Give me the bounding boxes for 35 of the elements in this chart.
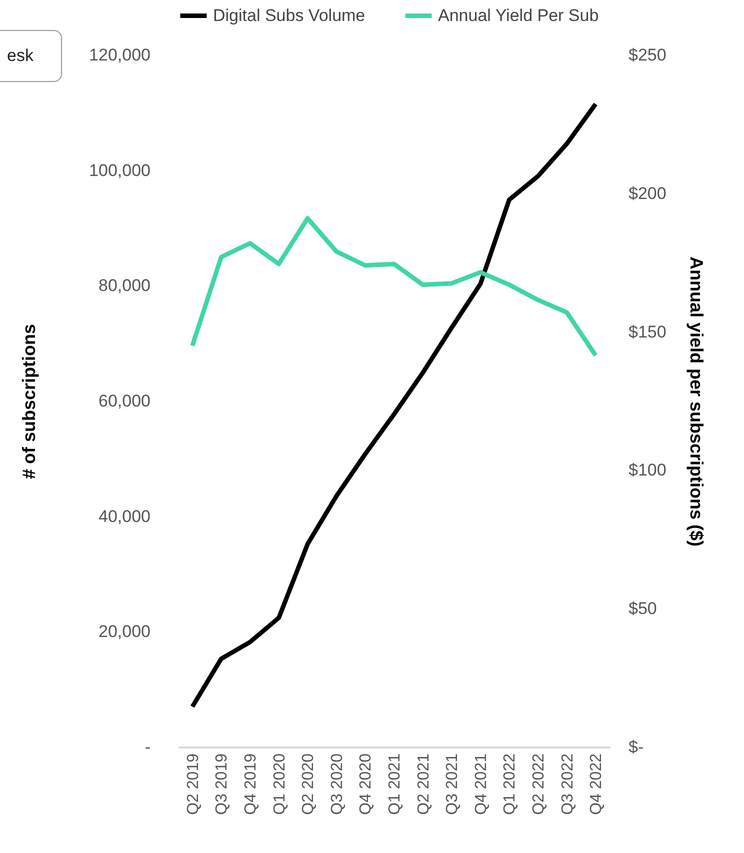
y2-axis-title: Annual yield per subscriptions ($): [686, 256, 706, 547]
x-tick-label: Q1 2020: [271, 753, 288, 815]
x-tick-label: Q3 2019: [214, 753, 231, 815]
x-tick-label: Q2 2022: [530, 753, 548, 815]
y2-tick-label: $50: [628, 599, 657, 618]
y2-tick-label: $-: [628, 738, 644, 756]
x-tick-label: Q2 2020: [300, 753, 318, 815]
x-tick-label: Q3 2022: [559, 753, 576, 815]
y2-tick-label: $100: [628, 460, 666, 480]
y-tick-label: 120,000: [89, 46, 150, 64]
x-tick-label: Q1 2021: [386, 753, 404, 815]
y2-tick-label: $150: [628, 322, 666, 342]
x-tick-label: Q2 2021: [415, 753, 432, 815]
y-tick-label: 80,000: [98, 276, 150, 296]
x-tick-label: Q4 2020: [358, 753, 375, 815]
x-tick-label: Q3 2020: [328, 753, 346, 815]
line-series: [190, 216, 598, 358]
y-tick-label: 100,000: [89, 160, 150, 180]
y-tick-label: 20,000: [98, 622, 150, 642]
y2-tick-label: $250: [628, 46, 666, 64]
x-tick-label: Q4 2022: [588, 753, 606, 815]
y-tick-label: 60,000: [98, 392, 150, 410]
x-tick-label: Q2 2019: [184, 753, 202, 815]
y-tick-label: -: [144, 738, 150, 756]
y-tick-label: 40,000: [98, 506, 150, 526]
legend-label: Digital Subs Volume: [213, 6, 366, 25]
x-tick-label: Q3 2021: [444, 753, 462, 815]
x-tick-label: Q4 2021: [472, 753, 490, 815]
x-tick-label: Q4 2019: [242, 753, 260, 815]
button: esk: [0, 30, 62, 82]
x-tick-label: Q1 2022: [502, 753, 519, 815]
y2-tick-label: $200: [628, 184, 666, 203]
line-series: [190, 102, 598, 709]
y-axis-title: # of subscriptions: [19, 324, 40, 480]
legend-label: Annual Yield Per Sub: [438, 6, 599, 25]
